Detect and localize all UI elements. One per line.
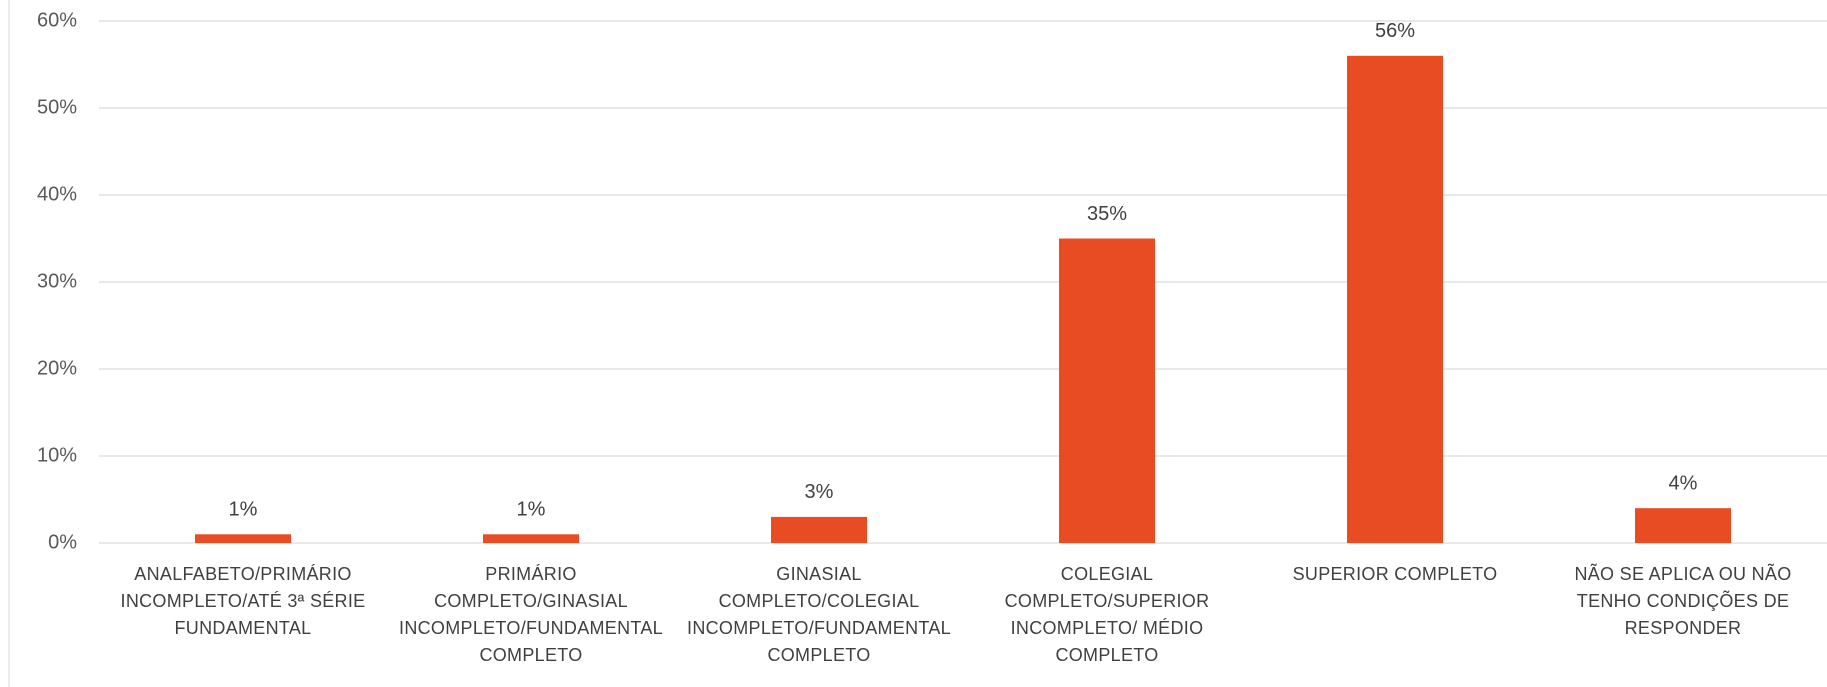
bar <box>1635 508 1731 543</box>
x-tick-label: COLEGIAL COMPLETO/SUPERIOR INCOMPLETO/ M… <box>1004 564 1210 665</box>
y-tick-label: 20% <box>37 357 77 379</box>
data-label: 1% <box>517 499 546 521</box>
data-label: 4% <box>1669 472 1698 494</box>
x-tick-label: SUPERIOR COMPLETO <box>1292 564 1498 584</box>
y-tick-label: 10% <box>37 444 77 466</box>
data-label: 56% <box>1375 20 1415 42</box>
y-tick-label: 40% <box>37 183 77 205</box>
bar <box>195 534 291 543</box>
y-tick-label: 30% <box>37 270 77 292</box>
bar <box>1059 238 1155 543</box>
x-tick-label: NÃO SE APLICA OU NÃO TENHO CONDIÇÕES DE … <box>1574 564 1792 638</box>
x-tick-label: GINASIAL COMPLETO/COLEGIAL INCOMPLETO/FU… <box>687 564 951 665</box>
bar <box>483 534 579 543</box>
data-label: 1% <box>229 499 258 521</box>
bar <box>771 516 867 543</box>
data-label: 3% <box>805 481 834 503</box>
y-tick-label: 50% <box>37 96 77 118</box>
x-tick-label: PRIMÁRIO COMPLETO/GINASIAL INCOMPLETO/FU… <box>399 564 663 665</box>
y-tick-label: 60% <box>37 9 77 31</box>
bar <box>1347 55 1443 544</box>
y-tick-label: 0% <box>48 531 77 553</box>
x-tick-label: ANALFABETO/PRIMÁRIO INCOMPLETO/ATÉ 3ª SÉ… <box>120 564 366 638</box>
data-label: 35% <box>1087 203 1127 225</box>
